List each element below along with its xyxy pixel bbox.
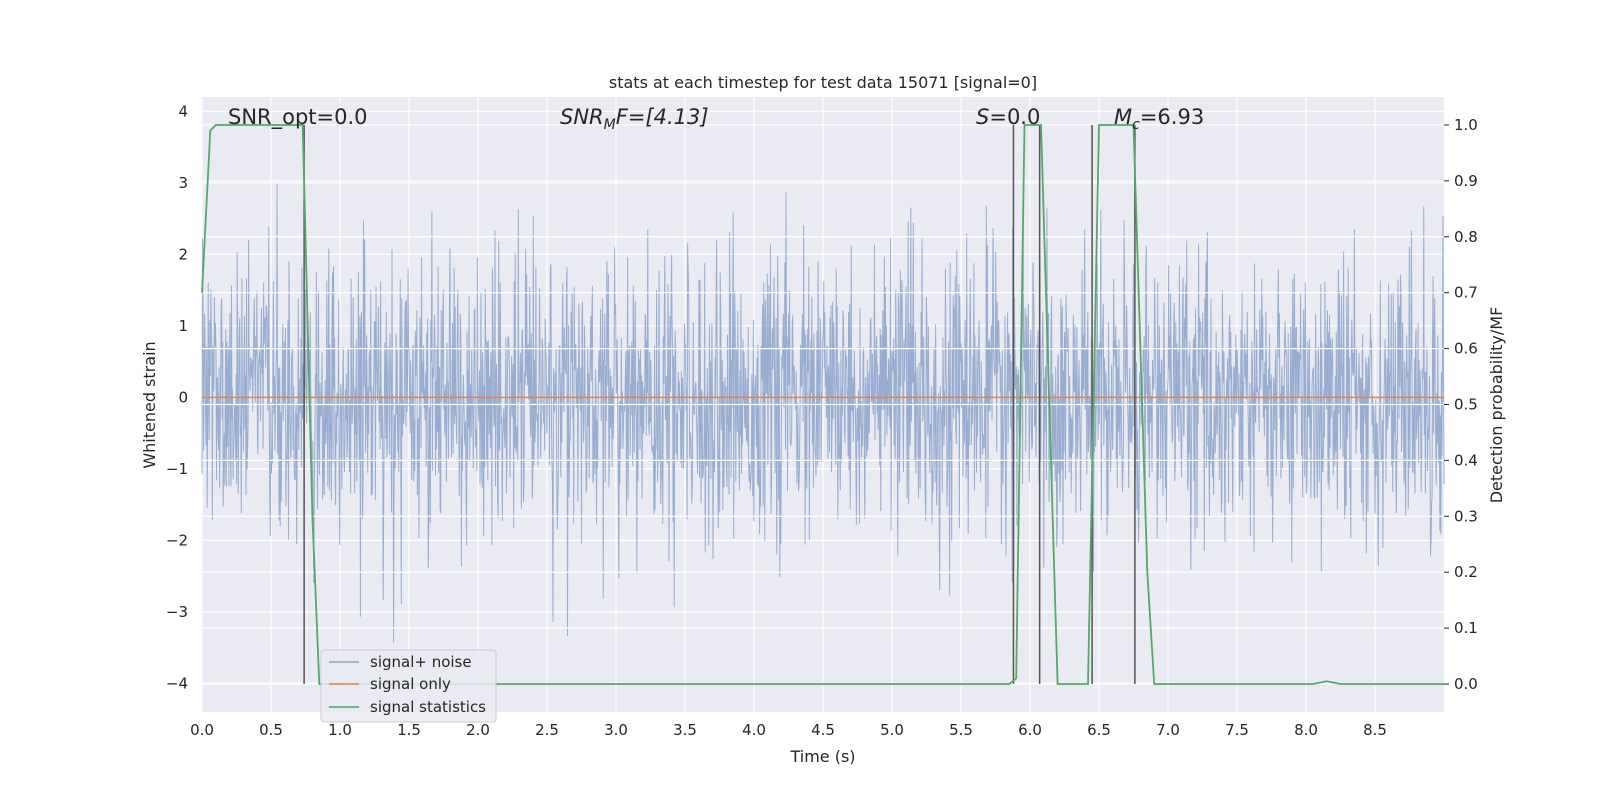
y2-tick-label: 0.3 — [1454, 507, 1478, 525]
annotation-snr-opt: SNR_opt=0.0 — [228, 105, 368, 130]
y-tick-label: 1 — [178, 317, 188, 335]
x-tick-label: 3.0 — [604, 721, 628, 739]
y2-tick-label: 0.6 — [1454, 340, 1478, 358]
signal-statistics-line — [201, 124, 1444, 685]
x-tick-label: 8.0 — [1294, 721, 1318, 739]
x-tick-label: 7.0 — [1156, 721, 1180, 739]
x-axis-label: Time (s) — [789, 747, 855, 766]
y-tick-label: 3 — [178, 174, 188, 192]
annotation-mc-rest: =6.93 — [1140, 105, 1204, 129]
x-tick-label: 6.5 — [1087, 721, 1111, 739]
x-tick-label: 0.5 — [259, 721, 283, 739]
annotation-s: S=0.0 — [976, 105, 1040, 129]
chart-title: stats at each timestep for test data 150… — [609, 73, 1037, 92]
x-tick-label: 2.0 — [466, 721, 490, 739]
legend: signal+ noise signal only signal statist… — [320, 649, 497, 723]
y-tick-label: 2 — [178, 245, 188, 263]
y2-tick-label: 0.5 — [1454, 396, 1478, 414]
annotation-mc-main: M — [1114, 105, 1132, 129]
annotation-snr-mf: SNRMF=[4.13] — [560, 105, 709, 133]
annotation-s-rest: =0.0 — [989, 105, 1040, 129]
x-tick-label: 6.0 — [1018, 721, 1042, 739]
legend-box — [320, 649, 497, 723]
y-tick-label: −4 — [166, 674, 188, 692]
annotation-s-main: S — [976, 105, 989, 129]
y-tick-label: −3 — [166, 603, 188, 621]
y-tick-label: 4 — [178, 102, 188, 120]
y-tick-label: −1 — [166, 460, 188, 478]
y2-tick-label: 0.9 — [1454, 172, 1478, 190]
x-tick-label: 2.5 — [535, 721, 559, 739]
legend-label-signal-only: signal only — [370, 675, 451, 693]
x-tick-label: 7.5 — [1225, 721, 1249, 739]
x-tick-label: 5.5 — [949, 721, 973, 739]
x-tick-label: 1.0 — [328, 721, 352, 739]
axis-ticks: 0.0 0.5 1.0 1.5 2.0 2.5 3.0 3.5 4.0 4.5 5.0 5.5 6.0 6… — [166, 102, 1478, 739]
annotation-snr-mf-rest: F=[4.13] — [616, 105, 709, 129]
legend-label-signal-noise: signal+ noise — [370, 653, 472, 671]
y-tick-label: −2 — [166, 531, 188, 549]
annotation-mc-sub: c — [1132, 117, 1140, 133]
y2-axis-label: Detection probability/MF — [1487, 307, 1506, 504]
x-tick-label: 3.5 — [673, 721, 697, 739]
annotation-snr-mf-main: SNR — [560, 105, 604, 129]
y2-tick-label: 0.4 — [1454, 451, 1478, 469]
y-tick-label: 0 — [178, 388, 188, 406]
x-tick-label: 8.5 — [1363, 721, 1387, 739]
annotation-mc: Mc=6.93 — [1114, 105, 1204, 133]
x-tick-label: 0.0 — [190, 721, 214, 739]
event-markers — [303, 124, 1136, 685]
y2-tick-label: 0.1 — [1454, 619, 1478, 637]
y2-tick-label: 1.0 — [1454, 116, 1478, 134]
y2-tick-label: 0.7 — [1454, 284, 1478, 302]
annotation-snr-mf-sub: M — [604, 117, 616, 133]
series-signal-statistics — [201, 124, 1444, 685]
y2-tick-label: 0.2 — [1454, 563, 1478, 581]
y-axis-label: Whitened strain — [140, 341, 159, 468]
y2-tick-label: 0.0 — [1454, 675, 1478, 693]
x-tick-label: 4.0 — [742, 721, 766, 739]
x-tick-label: 4.5 — [811, 721, 835, 739]
x-tick-label: 1.5 — [397, 721, 421, 739]
y2-tick-label: 0.8 — [1454, 228, 1478, 246]
x-tick-label: 5.0 — [880, 721, 904, 739]
legend-label-signal-statistics: signal statistics — [370, 698, 486, 716]
